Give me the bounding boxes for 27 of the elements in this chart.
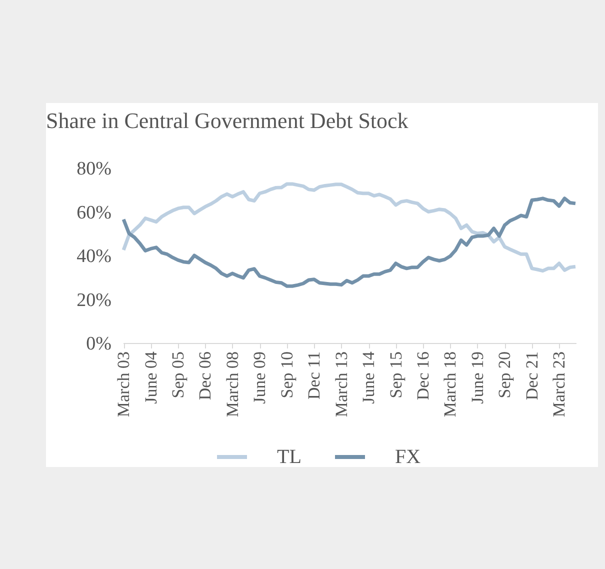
x-tick-label: Sep 15 [386,352,406,398]
chart-title: Share in Central Government Debt Stock [46,108,408,133]
x-tick-label: March 08 [222,352,242,418]
x-tick-label: March 23 [550,352,569,418]
y-tick-label: 0% [86,334,112,354]
line-series [122,196,578,288]
x-tick-label: Dec 21 [522,352,542,400]
x-tick-label: Dec 11 [304,352,324,400]
x-tick-label: June 14 [359,351,378,404]
x-tick-label: June 09 [250,352,270,404]
x-tick-label: March 18 [440,352,460,418]
x-tick-label: June 19 [468,352,487,404]
legend-label: FX [395,446,422,468]
x-tick-label: June 04 [141,351,160,404]
x-tick-label: Dec 06 [196,352,215,400]
x-tick-label: Sep 05 [168,352,188,398]
x-tick-label: Dec 16 [414,352,433,400]
x-tick-label: March 03 [114,352,134,418]
legend-label: TL [277,446,302,468]
y-tick-label: 80% [76,158,112,180]
y-tick-label: 40% [76,246,112,267]
y-tick-label: 60% [76,202,112,224]
line-series [122,182,578,273]
x-tick-label: March 13 [332,352,351,418]
y-tick-label: 20% [76,290,112,311]
x-tick-label: Sep 10 [277,352,296,398]
x-tick-label: Sep 20 [495,352,514,398]
